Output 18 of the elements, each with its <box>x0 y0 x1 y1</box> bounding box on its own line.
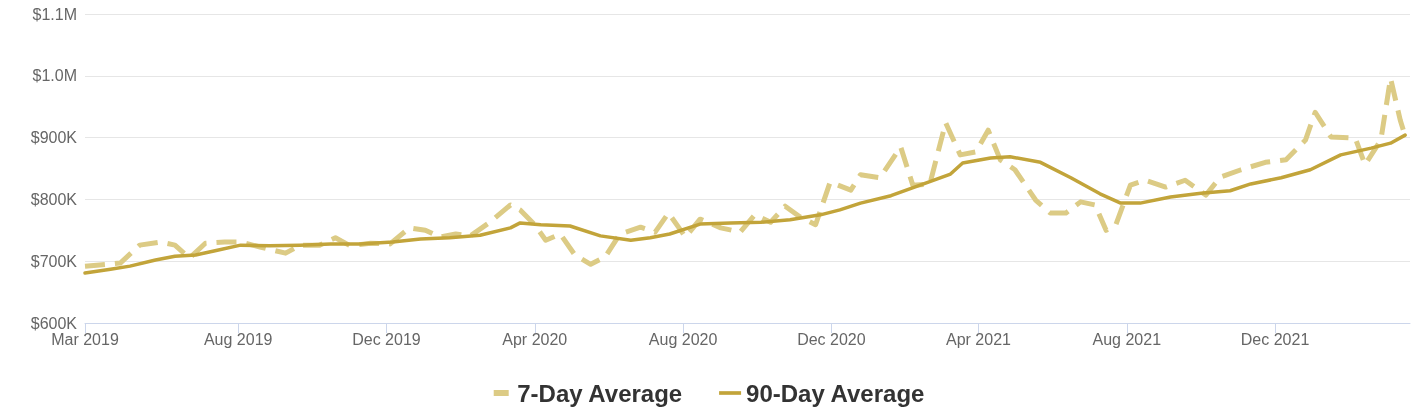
line-series <box>83 133 1407 275</box>
y-tick-label: $800K <box>30 190 78 208</box>
x-tick-label: Dec 2019 <box>352 330 421 348</box>
y-tick-label: $900K <box>30 129 78 147</box>
x-tick-label: Mar 2019 <box>51 330 119 348</box>
x-tick-label: Apr 2020 <box>502 330 568 348</box>
x-tick-label: Aug 2020 <box>648 330 718 348</box>
y-tick-label: $1.0M <box>32 67 77 85</box>
x-tick-label: Apr 2021 <box>945 330 1012 348</box>
x-tick-label: Dec 2020 <box>797 330 866 348</box>
x-tick-label: Dec 2021 <box>1240 330 1310 348</box>
y-tick-label: $1.1M <box>32 5 77 23</box>
legend-label: 7-Day Average <box>517 379 683 407</box>
y-tick-label: $700K <box>30 252 78 270</box>
x-tick-label: Aug 2021 <box>1092 330 1162 348</box>
x-tick-label: Aug 2019 <box>203 330 273 348</box>
y-tick-label: $600K <box>30 314 78 332</box>
legend-label: 90-Day Average <box>746 379 925 407</box>
